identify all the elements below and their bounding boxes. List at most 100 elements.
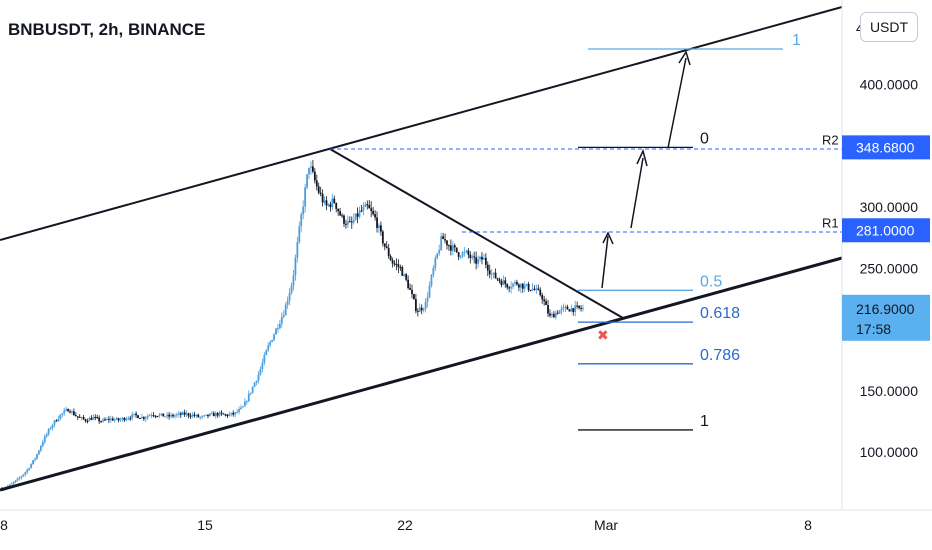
candle-body (214, 413, 217, 417)
candle-body (148, 415, 151, 417)
candle-body (121, 417, 124, 420)
candle-body (331, 198, 334, 208)
candle-body (556, 312, 559, 314)
candle-body (339, 211, 342, 216)
candle-body (271, 340, 273, 342)
candle-body (41, 442, 44, 447)
candle-body (14, 480, 17, 483)
candle-body (397, 264, 400, 268)
candle-body (36, 454, 38, 459)
candle-body (209, 413, 211, 417)
candle-body (251, 386, 254, 393)
candle-body (212, 413, 215, 417)
stop-marker-icon: ✖ (597, 328, 609, 344)
candle-body (280, 317, 283, 324)
candle-body (203, 415, 205, 417)
candle-body (195, 414, 198, 416)
currency-selector[interactable]: USDT (860, 12, 918, 42)
candle-body (59, 414, 62, 419)
last-price-tag (842, 294, 930, 341)
candle-body (506, 284, 509, 288)
channel-lower-line[interactable] (0, 256, 843, 492)
candle-body (275, 328, 277, 335)
candle-body (294, 257, 297, 276)
y-tick-label: 100.0000 (860, 444, 919, 460)
candle-body (179, 413, 182, 415)
candle-body (529, 290, 532, 292)
candle-body (102, 419, 104, 422)
candle-body (205, 414, 207, 416)
candle-body (249, 392, 252, 394)
candle-body (519, 283, 522, 288)
candle-body (8, 484, 11, 487)
candle-body (333, 198, 336, 203)
countdown-label: 17:58 (856, 321, 891, 337)
candle-body (261, 362, 264, 369)
candle-body (304, 187, 307, 207)
candle-body (74, 415, 77, 417)
fib-level-label: 0 (700, 130, 709, 147)
candle-body (18, 477, 21, 479)
candle-body (313, 171, 316, 181)
candle-body (226, 414, 229, 417)
candle-body (284, 304, 287, 316)
candle-body (82, 417, 85, 420)
price-axis[interactable]: 400.0000 300.0000 250.0000 150.0000 100.0000… (856, 20, 918, 460)
candle-body (442, 236, 444, 240)
candle-body (222, 413, 225, 415)
x-tick-label: 15 (197, 517, 213, 533)
candle-body (329, 204, 332, 208)
candle-body (401, 267, 404, 276)
candle-body (189, 415, 192, 417)
candle-body (115, 418, 118, 420)
candle-body (467, 250, 470, 255)
candle-body (481, 256, 483, 260)
candle-body (199, 417, 202, 419)
channel-upper-line[interactable] (0, 6, 843, 241)
candle-body (315, 180, 318, 187)
candle-body (459, 256, 462, 258)
candle-body (210, 413, 213, 415)
candle-body (383, 243, 386, 247)
candle-body (185, 413, 188, 415)
candle-body (378, 225, 380, 228)
candle-body (26, 469, 29, 473)
candle-body (352, 220, 355, 223)
candle-body (374, 214, 376, 218)
candle-body (80, 417, 83, 419)
candle-body (436, 253, 439, 259)
y-tick-label: 300.0000 (860, 199, 919, 215)
candle-body (582, 308, 584, 310)
candle-body (166, 414, 169, 417)
candle-body (187, 413, 190, 416)
candle-body (146, 415, 149, 418)
candle-body (321, 193, 324, 203)
candle-body (372, 211, 375, 215)
candle-body (156, 416, 159, 418)
candle-body (393, 263, 396, 265)
candlestick-series (1, 159, 584, 492)
candle-body (428, 285, 431, 298)
fib-extension-tool[interactable]: 1 0 0.5 0.618 0.786 1 (578, 32, 801, 431)
x-tick-label: 8 (0, 517, 8, 533)
candle-body (269, 341, 272, 346)
candle-body (78, 416, 81, 418)
candle-body (345, 223, 347, 225)
descending-trend-line[interactable] (329, 148, 624, 319)
candle-body (308, 167, 310, 175)
candle-body (65, 409, 68, 411)
candle-body (354, 213, 357, 221)
candle-body (510, 286, 513, 289)
candle-body (348, 221, 351, 223)
candle-body (183, 412, 186, 415)
candle-body (512, 283, 514, 287)
time-axis[interactable]: 8 15 22 Mar 8 (0, 517, 812, 533)
candle-body (16, 478, 19, 481)
candle-body (144, 417, 147, 419)
candle-body (164, 416, 167, 418)
candle-body (418, 307, 421, 312)
price-tag (842, 135, 930, 160)
candle-body (574, 305, 577, 312)
candle-body (51, 424, 54, 429)
